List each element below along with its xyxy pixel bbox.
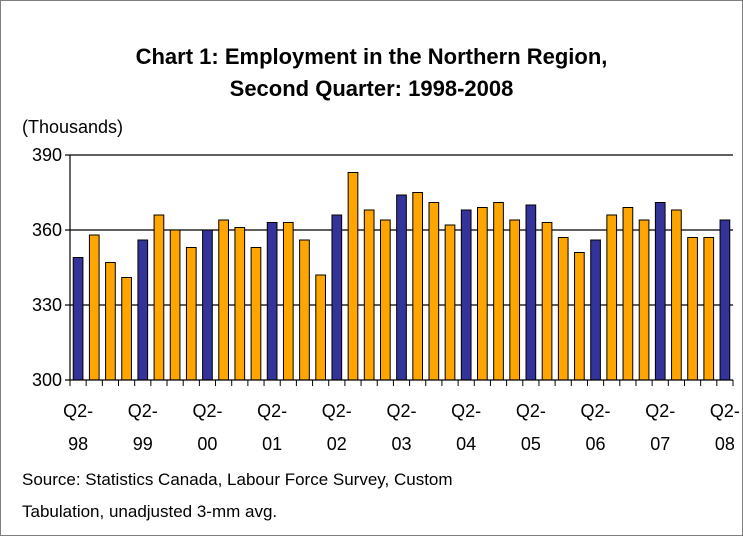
bar-18 <box>363 209 375 381</box>
bar-7 <box>185 247 197 381</box>
bar-26 <box>493 202 504 381</box>
x-tick-label-top-00: Q2- <box>192 401 222 421</box>
bar-4 <box>137 239 149 381</box>
x-tick-label-top-99: Q2- <box>128 401 158 421</box>
bar-16 <box>331 214 343 381</box>
bar-8 <box>202 229 213 381</box>
x-tick-label-bottom-02: 02 <box>327 434 347 454</box>
bar-6 <box>169 229 181 381</box>
bar-34 <box>622 207 634 381</box>
bar-40 <box>719 219 731 381</box>
bar-22 <box>428 202 440 381</box>
x-tick-label-bottom-98: 98 <box>68 434 88 454</box>
x-tick-label-top-06: Q2- <box>581 401 611 421</box>
bar-12 <box>266 222 278 381</box>
bar-3 <box>121 277 132 381</box>
bar-32 <box>590 239 601 381</box>
x-tick-label-top-05: Q2- <box>516 401 546 421</box>
bar-25 <box>477 207 488 381</box>
chart-title-line1: Chart 1: Employment in the Northern Regi… <box>135 44 608 69</box>
bar-24 <box>460 209 472 381</box>
bar-27 <box>509 219 521 381</box>
x-tick-label-bottom-03: 03 <box>391 434 411 454</box>
x-tick-label-top-08: Q2- <box>710 401 740 421</box>
bar-21 <box>412 192 424 381</box>
x-tick-label-bottom-05: 05 <box>521 434 541 454</box>
y-tick-label-390: 390 <box>32 145 62 165</box>
bar-11 <box>250 247 262 381</box>
bar-5 <box>153 214 165 381</box>
x-tick-label-bottom-06: 06 <box>586 434 606 454</box>
bar-28 <box>525 204 537 381</box>
bar-29 <box>541 222 553 381</box>
source-note-line2: Tabulation, unadjusted 3-mm avg. <box>22 502 278 521</box>
y-tick-label-330: 330 <box>32 295 62 315</box>
chart-title-line2: Second Quarter: 1998-2008 <box>229 76 514 101</box>
x-tick-label-top-02: Q2- <box>322 401 352 421</box>
y-tick-label-300: 300 <box>32 370 62 390</box>
x-tick-label-top-03: Q2- <box>386 401 416 421</box>
bar-19 <box>379 219 391 381</box>
bar-14 <box>299 239 310 381</box>
bar-35 <box>638 219 650 381</box>
x-tick-label-top-07: Q2- <box>645 401 675 421</box>
x-tick-label-bottom-04: 04 <box>456 434 476 454</box>
bar-37 <box>671 209 682 381</box>
bar-33 <box>606 214 618 381</box>
bar-15 <box>315 274 326 381</box>
bar-2 <box>105 262 116 381</box>
x-tick-label-bottom-08: 08 <box>715 434 735 454</box>
bar-17 <box>347 172 359 381</box>
x-tick-label-top-01: Q2- <box>257 401 287 421</box>
bar-9 <box>218 219 229 381</box>
bar-23 <box>444 224 456 381</box>
x-tick-label-bottom-07: 07 <box>650 434 670 454</box>
source-note-line1: Source: Statistics Canada, Labour Force … <box>22 470 453 489</box>
bar-38 <box>687 237 698 381</box>
bar-10 <box>234 227 246 381</box>
x-tick-label-top-04: Q2- <box>451 401 481 421</box>
x-tick-label-bottom-99: 99 <box>133 434 153 454</box>
bar-13 <box>282 222 294 381</box>
bar-0 <box>72 257 84 381</box>
bar-30 <box>557 237 569 381</box>
bar-31 <box>574 252 585 381</box>
x-tick-label-bottom-01: 01 <box>262 434 282 454</box>
y-tick-label-360: 360 <box>32 220 62 240</box>
y-axis-unit-label: (Thousands) <box>22 117 124 137</box>
bar-20 <box>396 194 407 381</box>
x-tick-label-bottom-00: 00 <box>197 434 217 454</box>
x-tick-label-top-98: Q2- <box>63 401 93 421</box>
bar-1 <box>88 234 100 381</box>
bar-36 <box>654 202 666 381</box>
bar-39 <box>703 237 715 381</box>
